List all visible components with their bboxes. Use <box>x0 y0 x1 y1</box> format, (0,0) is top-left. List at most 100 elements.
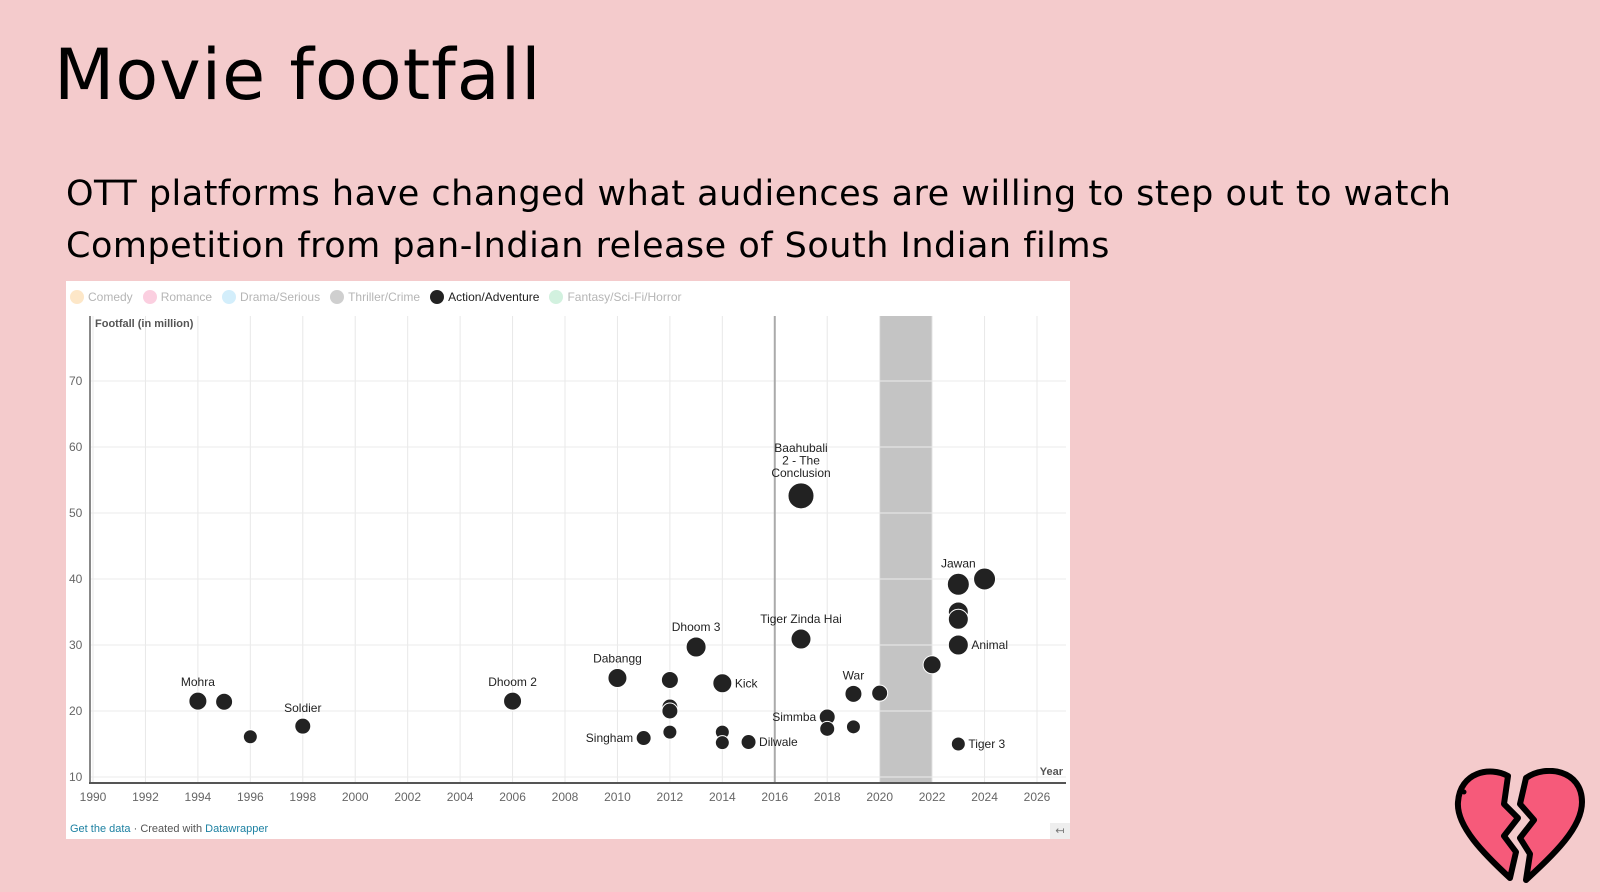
data-point <box>503 691 523 711</box>
data-point <box>188 691 208 711</box>
x-tick-label: 2024 <box>971 790 998 804</box>
data-point <box>740 734 757 751</box>
slide-bullets: OTT platforms have changed what audience… <box>66 168 1451 272</box>
y-tick-label: 50 <box>69 506 83 520</box>
data-label: Dilwale <box>759 735 798 749</box>
x-tick-label: 2008 <box>552 790 579 804</box>
data-point <box>950 736 966 752</box>
data-label: Tiger 3 <box>968 737 1005 751</box>
y-tick-label: 20 <box>69 704 83 718</box>
x-tick-label: 2012 <box>657 790 684 804</box>
legend-label: Thriller/Crime <box>348 290 421 304</box>
y-tick-label: 40 <box>69 572 83 586</box>
data-point <box>973 567 997 591</box>
bullet-ott: OTT platforms have changed what audience… <box>66 174 1452 214</box>
legend-item-thriller-crime[interactable]: Thriller/Crime <box>330 290 420 304</box>
y-tick-label: 70 <box>69 374 83 388</box>
data-point <box>662 724 678 740</box>
x-tick-label: 2004 <box>447 790 474 804</box>
data-label: Baahubali <box>774 441 827 455</box>
data-label: Jawan <box>941 556 976 570</box>
legend-item-comedy[interactable]: Comedy <box>70 290 133 304</box>
x-tick-label: 1994 <box>185 790 212 804</box>
data-point <box>871 684 889 702</box>
data-point <box>922 655 942 675</box>
data-point <box>660 670 679 689</box>
data-label: Kick <box>735 676 759 690</box>
data-label: Simmba <box>772 710 816 724</box>
x-tick-label: 2022 <box>919 790 946 804</box>
chart-legend: Comedy Romance Drama/Serious Thriller/Crime… <box>70 290 682 304</box>
y-tick-label: 30 <box>69 638 83 652</box>
data-point <box>714 735 730 751</box>
data-point <box>844 684 863 703</box>
data-label: Singham <box>586 731 633 745</box>
legend-item-romance[interactable]: Romance <box>142 290 213 304</box>
data-point <box>661 702 679 720</box>
data-point <box>946 572 970 596</box>
data-label: 2 - The <box>782 453 820 467</box>
data-point <box>635 730 652 747</box>
y-tick-label: 10 <box>69 770 83 784</box>
data-point <box>712 673 733 694</box>
get-data-link[interactable]: Get the data <box>70 823 131 835</box>
data-label: Soldier <box>284 701 321 715</box>
data-label: War <box>843 668 865 682</box>
x-tick-label: 2016 <box>761 790 788 804</box>
data-point <box>215 692 234 711</box>
data-point <box>294 717 312 735</box>
share-icon[interactable]: ↤ <box>1050 823 1070 839</box>
data-label: Mohra <box>181 675 215 689</box>
chart-plot: 1990 1992 1994 1996 1998 2000 2002 2004 2006 2008… <box>69 316 1066 804</box>
datawrapper-link[interactable]: Datawrapper <box>205 823 269 835</box>
legend-label: Action/Adventure <box>448 290 540 304</box>
y-axis-title: Footfall (in million) <box>95 318 194 330</box>
data-point <box>845 719 861 735</box>
data-label: Dabangg <box>593 652 642 666</box>
chart-footer: Get the data · Created with Datawrapper <box>70 823 268 835</box>
x-tick-label: 2002 <box>394 790 421 804</box>
footer-separator: · Created with <box>130 823 206 835</box>
legend-swatch-icon <box>430 290 445 304</box>
data-point <box>790 628 812 650</box>
data-label: Tiger Zinda Hai <box>760 612 842 626</box>
x-tick-label: 2020 <box>866 790 893 804</box>
legend-swatch-icon <box>330 290 345 304</box>
bullet-competition: Competition from pan-Indian release of S… <box>66 226 1110 266</box>
legend-swatch-icon <box>142 290 157 304</box>
legend-item-action-adventure[interactable]: Action/Adventure <box>430 290 539 304</box>
x-tick-label: 2018 <box>814 790 841 804</box>
data-point <box>947 608 969 630</box>
x-tick-label: 2000 <box>342 790 369 804</box>
data-label: Dhoom 3 <box>672 620 721 634</box>
covid-shaded-region <box>879 316 933 782</box>
data-point <box>787 482 815 510</box>
legend-swatch-icon <box>222 290 237 304</box>
data-point <box>819 720 836 737</box>
x-tick-label: 1998 <box>289 790 316 804</box>
scatter-chart: 1990 1992 1994 1996 1998 2000 2002 2004 2006 2008… <box>66 281 1070 839</box>
data-label: Dhoom 2 <box>488 675 537 689</box>
data-point <box>242 729 258 745</box>
x-tick-label: 1996 <box>237 790 264 804</box>
x-tick-label: 2026 <box>1024 790 1051 804</box>
data-label: Conclusion <box>771 466 830 480</box>
legend-label: Fantasy/Sci-Fi/Horror <box>567 290 682 304</box>
x-tick-label: 2006 <box>499 790 526 804</box>
legend-swatch-icon <box>549 290 564 304</box>
data-point <box>607 668 628 688</box>
slide-title: Movie footfall <box>54 34 542 116</box>
data-point <box>947 634 969 656</box>
y-tick-label: 60 <box>69 440 83 454</box>
legend-label: Romance <box>160 290 213 304</box>
data-label: Animal <box>971 638 1008 652</box>
legend-label: Drama/Serious <box>240 290 321 304</box>
broken-heart-icon <box>1454 768 1585 883</box>
legend-item-drama-serious[interactable]: Drama/Serious <box>222 290 320 304</box>
data-point <box>685 636 707 658</box>
x-tick-label: 1992 <box>132 790 159 804</box>
x-axis-title: Year <box>1040 766 1064 778</box>
x-tick-label: 1990 <box>80 790 107 804</box>
legend-item-fantasy-sci-fi-horror[interactable]: Fantasy/Sci-Fi/Horror <box>549 290 682 304</box>
legend-label: Comedy <box>88 290 133 304</box>
